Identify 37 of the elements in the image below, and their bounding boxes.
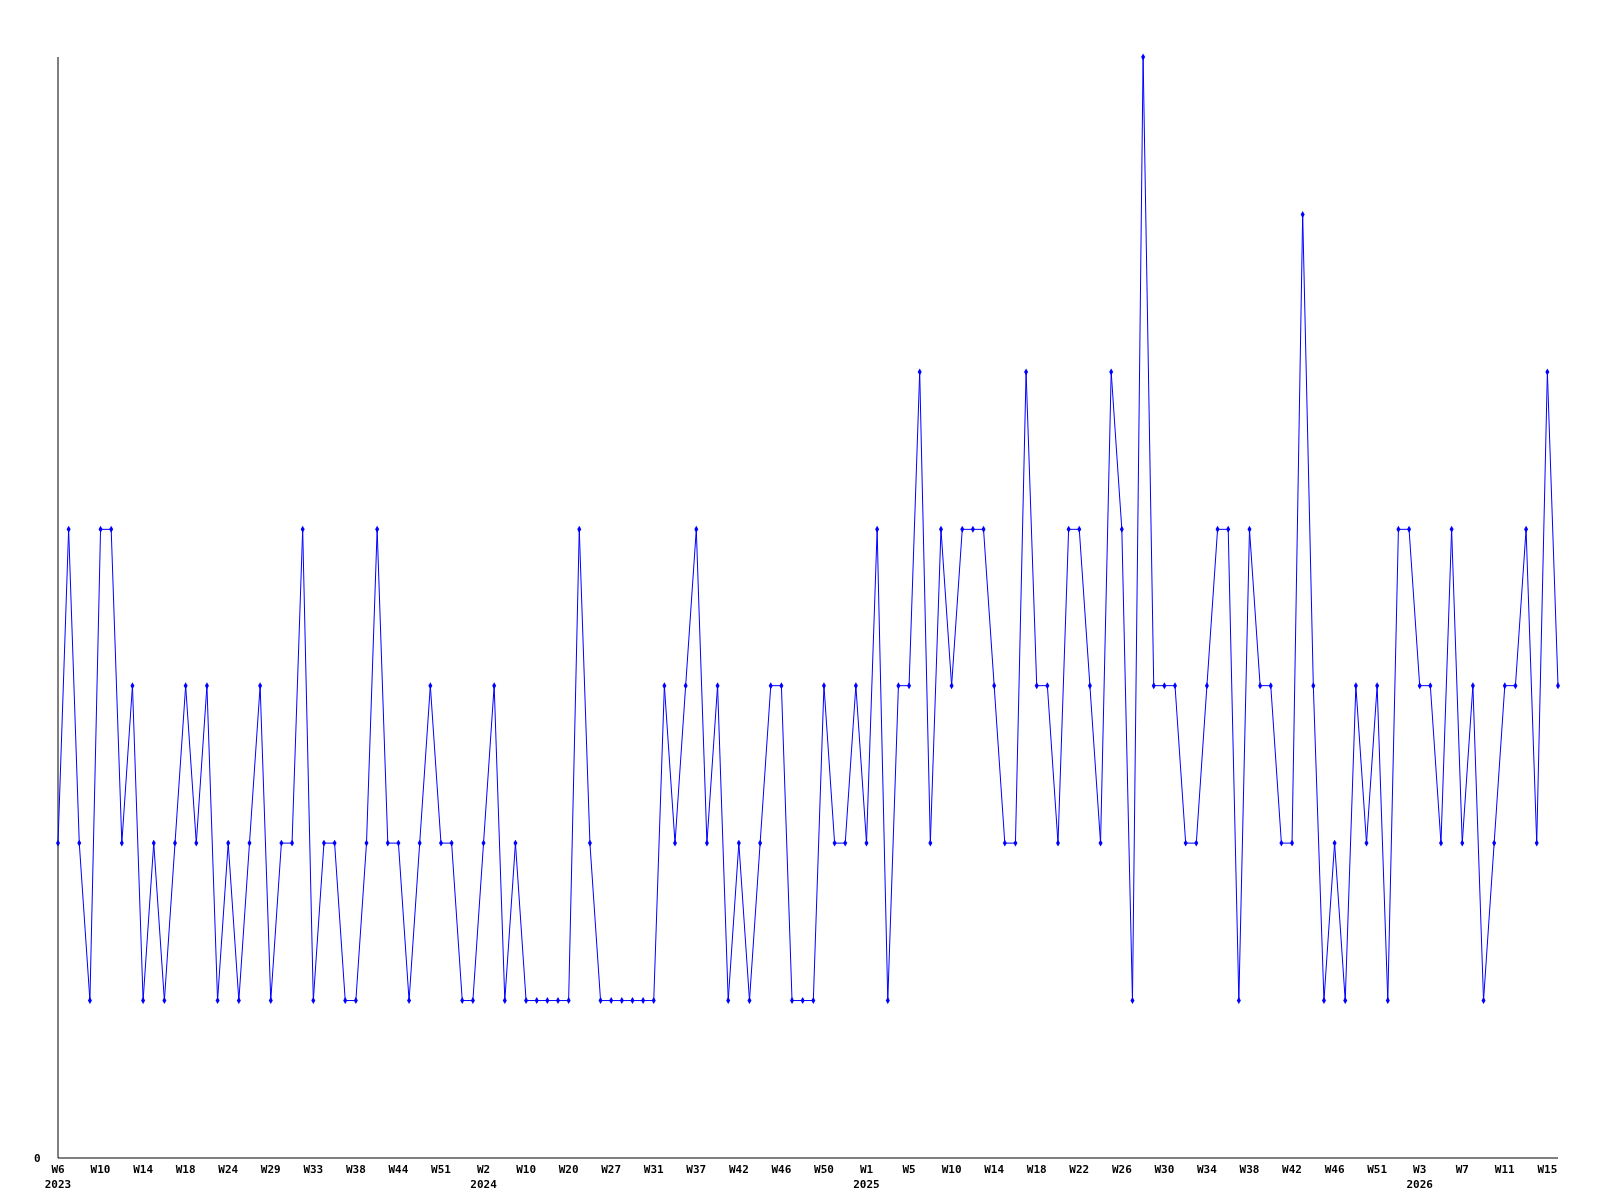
x-tick-label: W38 (345, 1163, 366, 1176)
x-tick-label: W37 (686, 1163, 707, 1176)
x-tick-label: W20 (558, 1163, 579, 1176)
x-tick-label: W42 (728, 1163, 749, 1176)
x-tick-label: W46 (771, 1163, 792, 1176)
x-tick-label: W33 (303, 1163, 324, 1176)
x-tick-label: W24 (218, 1163, 239, 1176)
x-tick-label: W27 (601, 1163, 622, 1176)
x-tick-label: W15 (1537, 1163, 1558, 1176)
x-tick-label: W18 (1026, 1163, 1047, 1176)
x-tick-label: W31 (643, 1163, 665, 1176)
x-tick-label: W44 (388, 1163, 409, 1176)
x-tick-label: W18 (175, 1163, 196, 1176)
x-tick-label: W51 (1367, 1163, 1388, 1176)
x-tick-label: W29 (260, 1163, 281, 1176)
x-tick-label: W30 (1154, 1163, 1175, 1176)
x-tick-label: W3 2026 (1406, 1163, 1434, 1191)
x-tick-label: W1 2025 (853, 1163, 880, 1191)
x-tick-label: W51 (431, 1163, 452, 1176)
x-tick-label: W7 (1455, 1163, 1469, 1176)
text: 0 (34, 1152, 41, 1165)
x-tick-label: W10 (941, 1163, 962, 1176)
x-tick-label: W38 (1239, 1163, 1260, 1176)
x-tick-label: W10 (516, 1163, 537, 1176)
x-tick-label: W6 2023 (44, 1163, 72, 1191)
x-tick-label: W50 (814, 1163, 834, 1176)
x-tick-label: W34 (1197, 1163, 1218, 1176)
x-tick-label: W46 (1324, 1163, 1345, 1176)
x-tick-label: W14 (133, 1163, 154, 1176)
x-tick-label: W10 (90, 1163, 111, 1176)
x-tick-label: W14 (984, 1163, 1005, 1176)
x-tick-label: W26 (1111, 1163, 1133, 1176)
x-tick-label: W22 (1069, 1163, 1090, 1176)
x-tick-label: W2 2024 (470, 1163, 498, 1191)
x-tick-label: W5 (902, 1163, 916, 1176)
x-tick-label: W42 (1282, 1163, 1302, 1176)
x-tick-label: W11 (1494, 1163, 1516, 1176)
